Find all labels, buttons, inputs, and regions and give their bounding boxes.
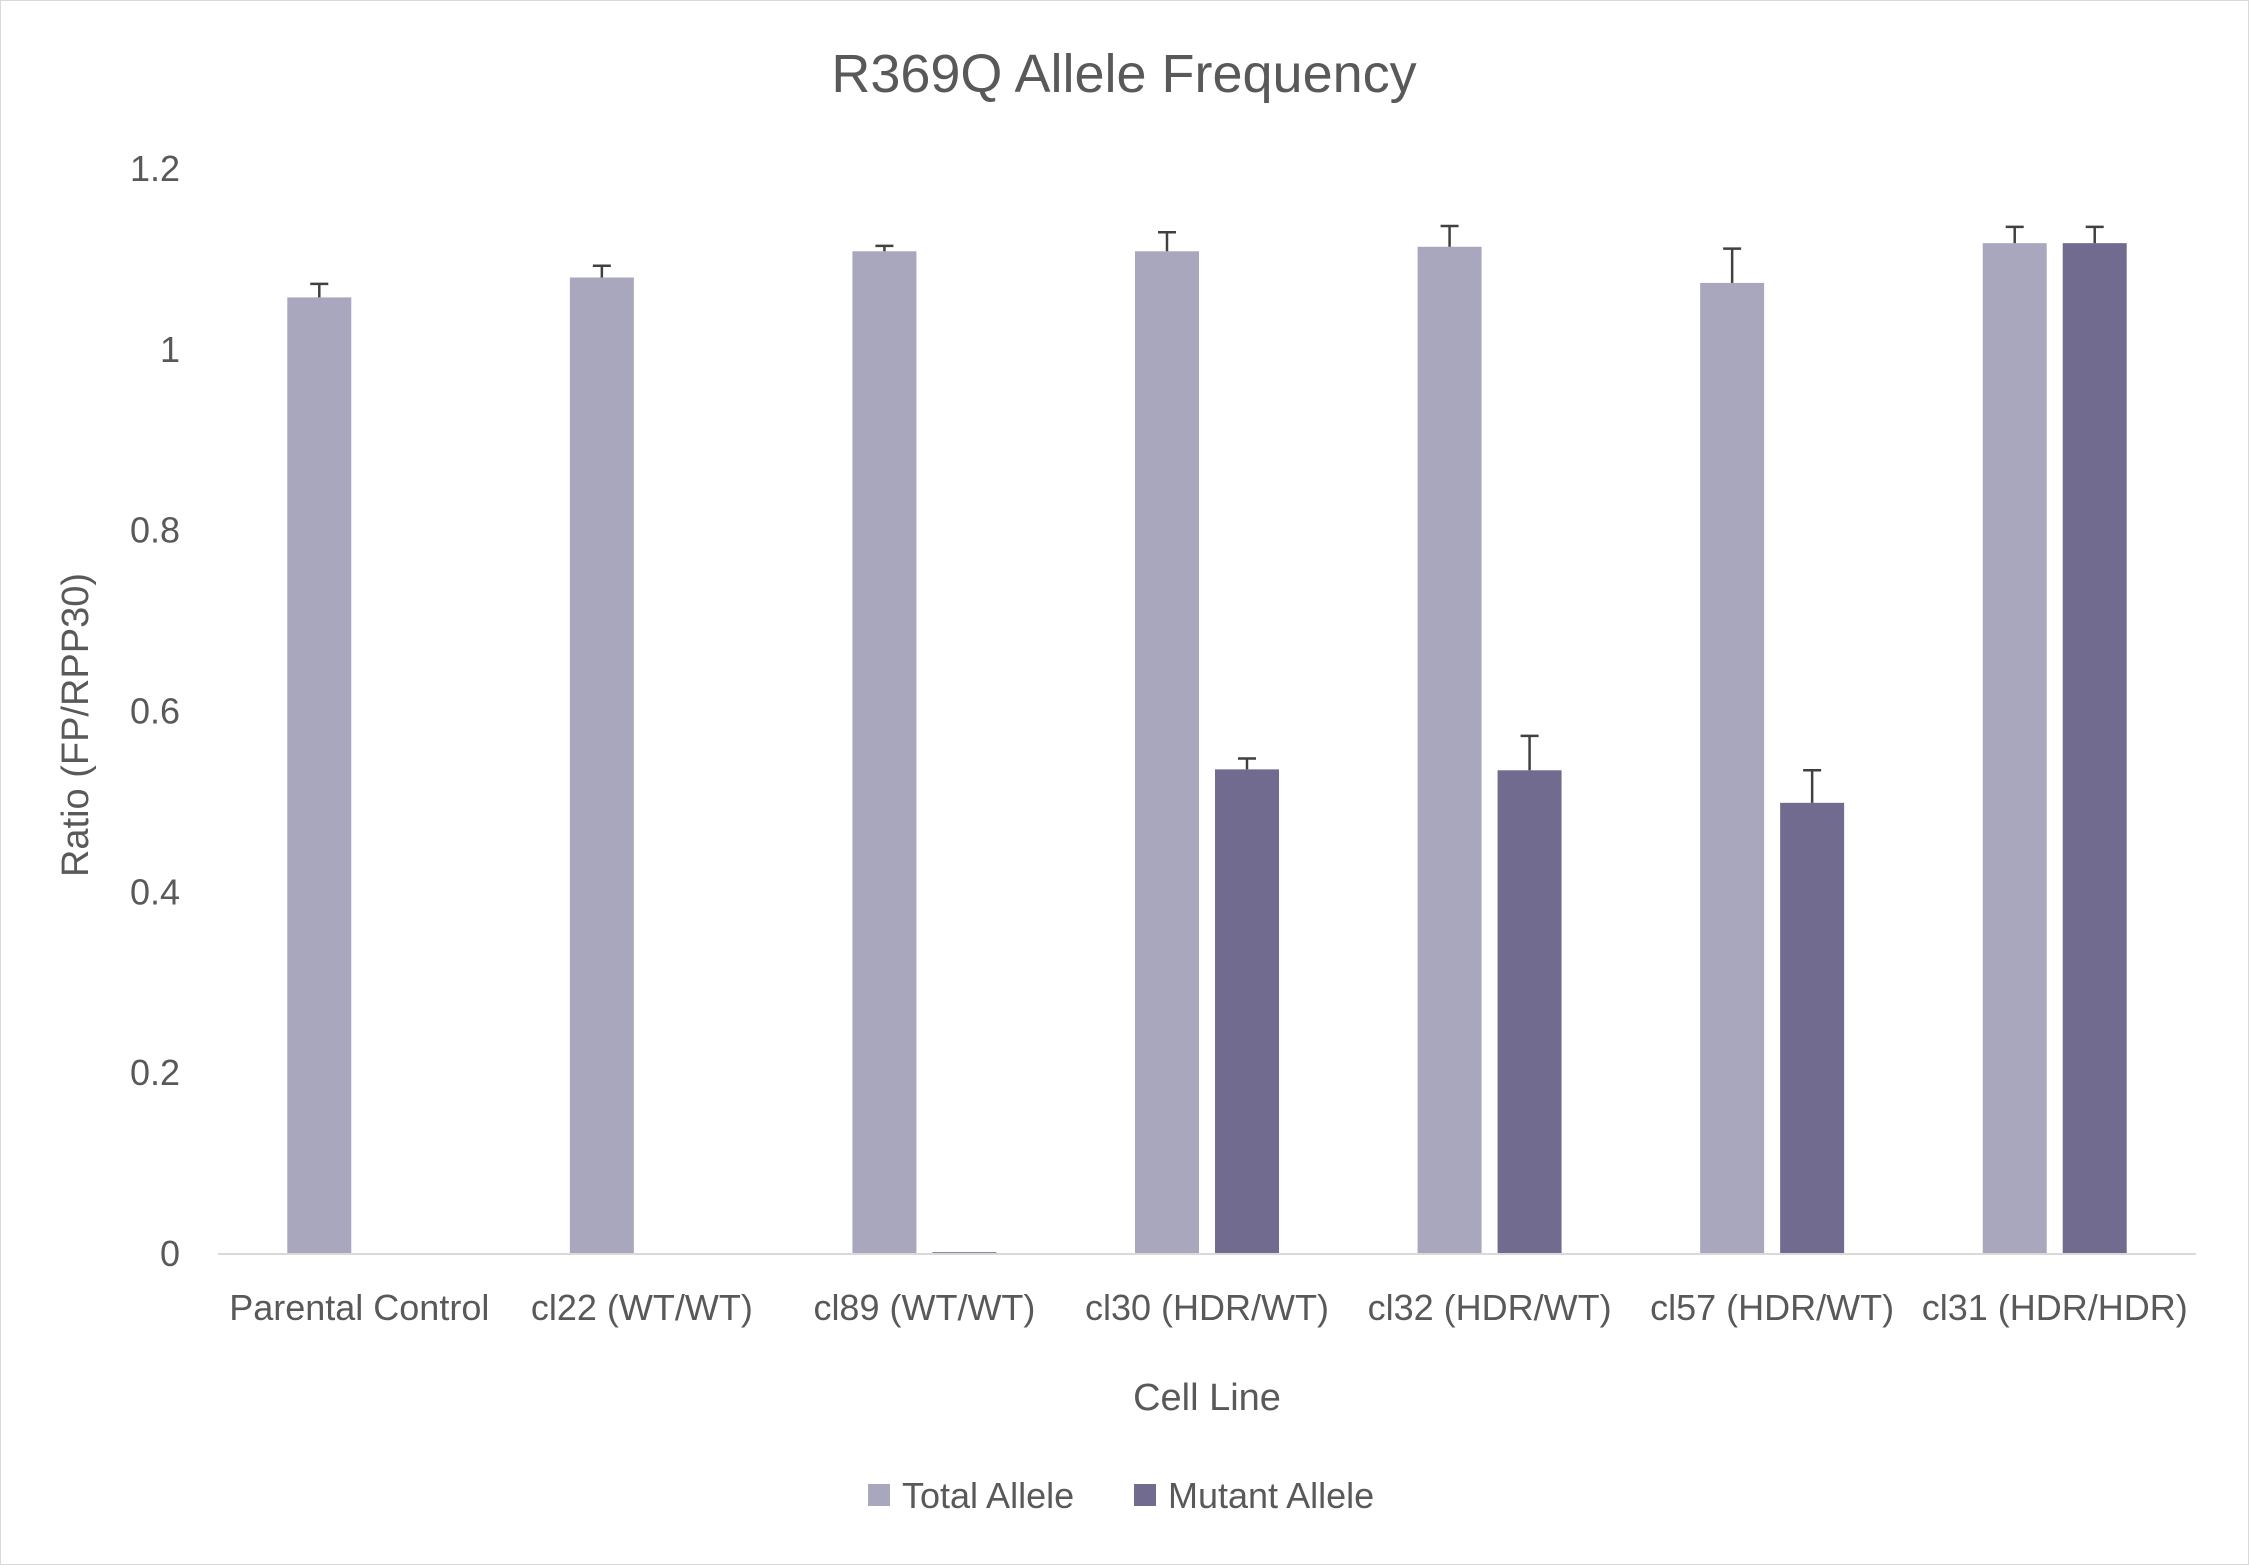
- error-bars: [310, 224, 2104, 803]
- bar-mutant-allele-cl32-hdr-wt: [1497, 770, 1562, 1254]
- legend: Total Allele Mutant Allele: [868, 1475, 1374, 1516]
- x-tick-label: cl31 (HDR/HDR): [1922, 1287, 2188, 1328]
- x-tick-label: Parental Control: [229, 1287, 489, 1328]
- legend-label-mutant-allele: Mutant Allele: [1168, 1475, 1374, 1516]
- x-tick-label: cl30 (HDR/WT): [1085, 1287, 1329, 1328]
- bar-mutant-allele-cl57-hdr-wt: [1780, 802, 1845, 1254]
- bar-total-allele-cl22-wt-wt: [569, 277, 634, 1254]
- bar-total-allele-cl31-hdr-hdr: [1982, 243, 2047, 1254]
- bar-total-allele-cl32-hdr-wt: [1417, 246, 1482, 1255]
- y-tick-label: 0.2: [130, 1052, 180, 1093]
- x-tick-label: cl22 (WT/WT): [531, 1287, 753, 1328]
- x-axis-ticks: Parental Control cl22 (WT/WT) cl89 (WT/WT)…: [229, 1287, 2188, 1328]
- legend-swatch-total-allele: [868, 1484, 890, 1506]
- legend-swatch-mutant-allele: [1134, 1484, 1156, 1506]
- bar-total-allele-cl57-hdr-wt: [1700, 282, 1765, 1254]
- bar-total-allele-cl30-hdr-wt: [1135, 251, 1199, 1254]
- y-axis-title: Ratio (FP/RPP30): [55, 573, 97, 877]
- x-tick-label: cl89 (WT/WT): [813, 1287, 1035, 1328]
- y-tick-label: 1.2: [130, 148, 180, 189]
- y-tick-label: 0: [160, 1233, 180, 1274]
- chart-title: R369Q Allele Frequency: [831, 44, 1416, 104]
- x-tick-label: cl57 (HDR/WT): [1650, 1287, 1894, 1328]
- bar-total-allele-parental-control: [287, 297, 352, 1254]
- x-axis-title: Cell Line: [1133, 1377, 1281, 1419]
- y-tick-label: 0.6: [130, 691, 180, 732]
- y-axis-ticks: 0 0.2 0.4 0.6 0.8 1 1.2: [130, 148, 180, 1274]
- y-tick-label: 0.4: [130, 871, 180, 912]
- x-tick-label: cl32 (HDR/WT): [1368, 1287, 1612, 1328]
- bar-total-allele-cl89-wt-wt: [852, 251, 917, 1254]
- bars: [287, 243, 2127, 1255]
- y-tick-label: 0.8: [130, 510, 180, 551]
- legend-label-total-allele: Total Allele: [902, 1475, 1074, 1516]
- y-tick-label: 1: [160, 329, 180, 370]
- bar-mutant-allele-cl31-hdr-hdr: [2062, 243, 2127, 1254]
- bar-mutant-allele-cl30-hdr-wt: [1215, 769, 1279, 1254]
